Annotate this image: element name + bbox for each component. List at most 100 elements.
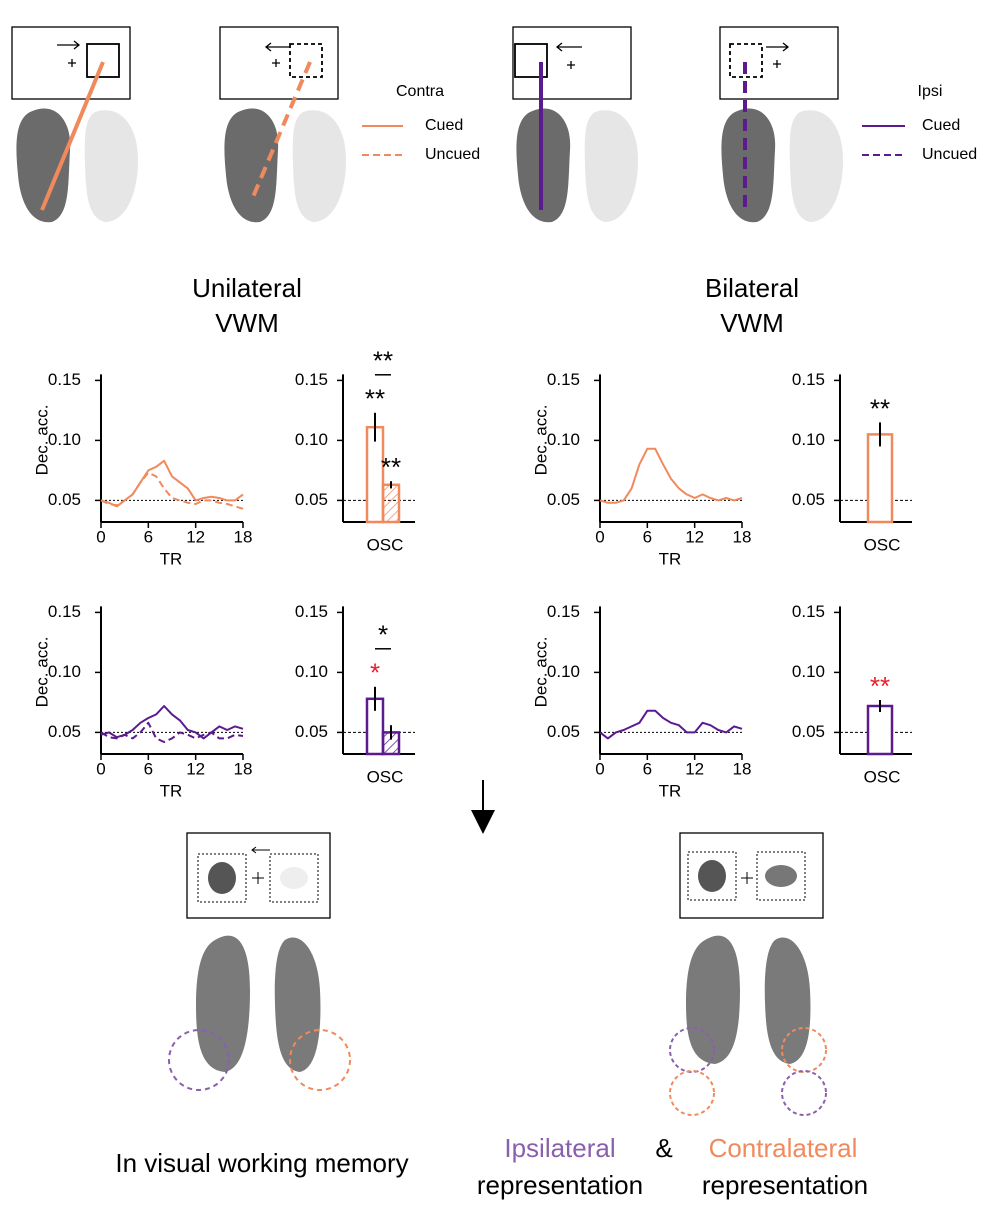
y-tick-label: 0.05 — [295, 722, 328, 741]
significance: ** — [870, 671, 890, 701]
x-tick-label: 12 — [685, 527, 704, 546]
caption: & — [655, 1133, 672, 1163]
brain-right — [584, 110, 638, 222]
x-axis-label: TR — [160, 549, 183, 568]
x-tick-label: 12 — [186, 759, 205, 778]
y-tick-label: 0.10 — [48, 430, 81, 449]
cue-box — [729, 43, 763, 78]
brain-left — [224, 108, 279, 223]
line — [599, 447, 743, 504]
screen — [679, 832, 824, 919]
caption-contra: Contralateral — [709, 1133, 858, 1163]
y-tick-label: 0.15 — [48, 370, 81, 389]
x-tick-label: 0 — [595, 527, 604, 546]
x-tick-label: 6 — [144, 759, 153, 778]
arrow — [57, 40, 81, 50]
x-tick-label: 0 — [96, 527, 105, 546]
x-tick-label: 18 — [733, 759, 752, 778]
contra-circle — [289, 1029, 351, 1091]
y-tick-label: 0.10 — [792, 430, 825, 449]
significance: * — [370, 658, 380, 688]
y-axis-label: Dec. acc. — [32, 405, 51, 476]
bottom-schematics — [186, 832, 824, 919]
arrow-head — [471, 810, 495, 834]
ipsi-circle — [781, 1070, 827, 1116]
legend-label: Cued — [425, 117, 463, 134]
brain — [196, 935, 250, 1072]
brain — [686, 935, 740, 1064]
cue-box — [514, 43, 548, 78]
x-tick-label: 6 — [643, 527, 652, 546]
fixation — [68, 59, 76, 67]
screen — [186, 832, 331, 919]
arrow — [766, 42, 790, 52]
screen — [219, 26, 339, 100]
cue-box — [289, 43, 323, 78]
stim-box — [269, 853, 319, 903]
legend-label: Uncued — [425, 146, 480, 163]
fixation — [272, 59, 280, 67]
comparison-significance: ** — [373, 346, 393, 376]
y-tick-label: 0.15 — [547, 370, 580, 389]
y-tick-label: 0.10 — [792, 662, 825, 681]
y-tick-label: 0.05 — [295, 490, 328, 509]
y-tick-label: 0.05 — [792, 722, 825, 741]
x-axis-label: TR — [659, 549, 682, 568]
x-tick-label: 6 — [643, 759, 652, 778]
bar — [866, 704, 894, 756]
stim-box — [687, 851, 737, 901]
screen — [512, 26, 632, 100]
y-tick-label: 0.05 — [547, 490, 580, 509]
x-tick-label: 18 — [234, 759, 253, 778]
brain — [764, 937, 811, 1064]
y-tick-label: 0.10 — [295, 662, 328, 681]
line — [599, 709, 743, 740]
significance: ** — [870, 393, 890, 423]
x-tick-label: OSC — [864, 535, 901, 554]
panel-title: VWM — [720, 308, 784, 338]
ipsi-circle — [168, 1029, 230, 1091]
comparison-significance: * — [378, 620, 388, 650]
stim-bee — [208, 862, 236, 894]
projection-line — [40, 61, 105, 211]
line — [100, 471, 244, 510]
stim-bird — [765, 865, 797, 887]
projection-line — [251, 61, 312, 198]
legend-label: Uncued — [922, 146, 977, 163]
y-tick-label: 0.05 — [547, 722, 580, 741]
arrow — [251, 846, 270, 854]
line — [100, 721, 244, 743]
legend-label: Cued — [922, 117, 960, 134]
brain-right — [84, 110, 138, 222]
y-tick-label: 0.05 — [48, 490, 81, 509]
brain-left — [16, 108, 71, 223]
brains-top — [16, 61, 843, 223]
legend-title: Ipsi — [918, 83, 943, 100]
x-tick-label: 18 — [733, 527, 752, 546]
stim-bird — [280, 867, 308, 889]
y-tick-label: 0.15 — [48, 602, 81, 621]
contra-circle — [781, 1027, 827, 1073]
stim-box — [197, 853, 247, 903]
x-tick-label: 18 — [234, 527, 253, 546]
x-tick-label: OSC — [367, 535, 404, 554]
line — [100, 459, 244, 508]
x-tick-label: 12 — [186, 527, 205, 546]
y-axis-label: Dec. acc. — [32, 637, 51, 708]
brain-right — [789, 110, 843, 222]
x-axis-label: TR — [160, 781, 183, 800]
brain-right — [292, 110, 346, 222]
panel-title: VWM — [215, 308, 279, 338]
fixation — [252, 872, 264, 884]
y-tick-label: 0.15 — [792, 370, 825, 389]
contra-circle — [669, 1070, 715, 1116]
x-tick-label: 0 — [595, 759, 604, 778]
y-tick-label: 0.10 — [295, 430, 328, 449]
arrow — [264, 42, 290, 52]
ipsi-circle — [669, 1027, 715, 1073]
y-tick-label: 0.15 — [295, 602, 328, 621]
cue-box — [86, 43, 120, 78]
line — [100, 705, 244, 740]
brain — [274, 937, 321, 1072]
